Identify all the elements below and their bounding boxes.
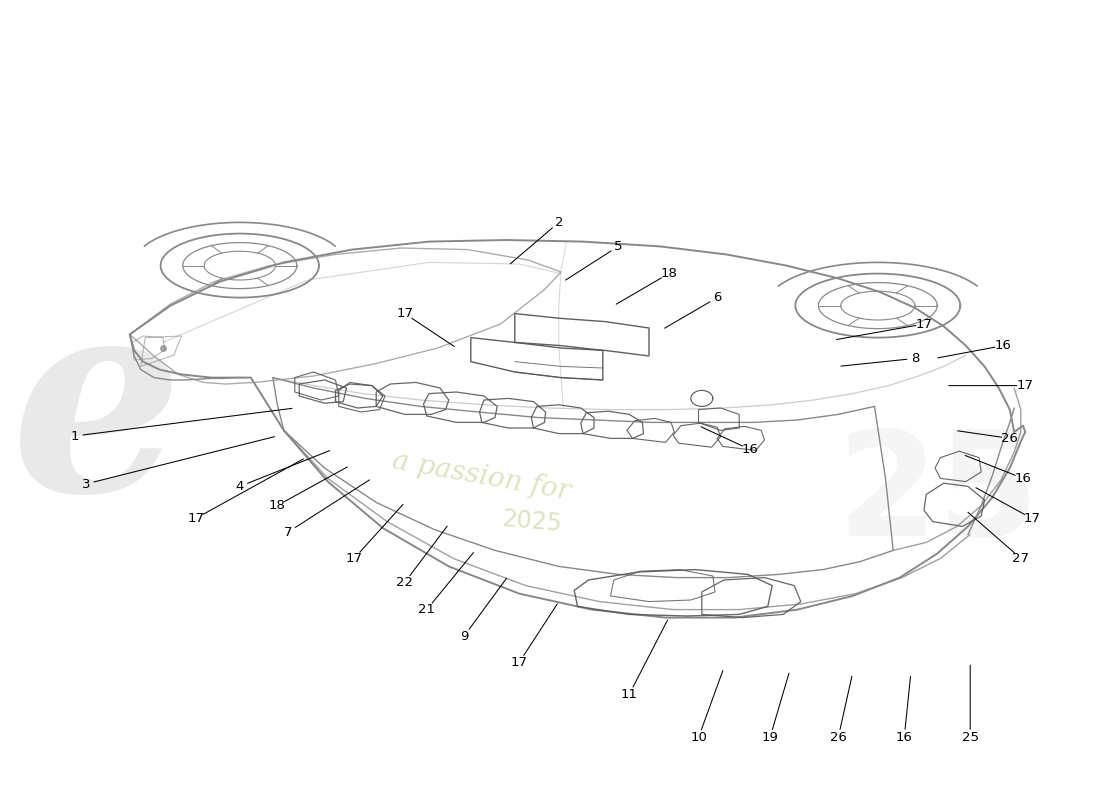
Text: 19: 19 [761, 731, 779, 744]
Text: 17: 17 [1016, 379, 1034, 392]
Text: 11: 11 [620, 688, 638, 701]
Text: 17: 17 [345, 552, 363, 565]
Text: 22: 22 [396, 576, 414, 589]
Text: 5: 5 [614, 240, 623, 253]
Text: a passion for: a passion for [390, 447, 573, 505]
Text: 7: 7 [284, 526, 293, 538]
Text: 18: 18 [268, 499, 286, 512]
Text: 26: 26 [1001, 432, 1019, 445]
Text: 6: 6 [713, 291, 722, 304]
Text: 25: 25 [836, 426, 1038, 566]
Text: 8: 8 [911, 352, 920, 365]
Text: 3: 3 [81, 478, 90, 490]
Text: 9: 9 [460, 630, 469, 642]
Text: 1: 1 [70, 430, 79, 442]
Text: 25: 25 [961, 731, 979, 744]
Text: 16: 16 [741, 443, 759, 456]
Text: e: e [11, 284, 184, 548]
Text: 21: 21 [418, 603, 436, 616]
Text: 2025: 2025 [500, 507, 562, 536]
Text: 27: 27 [1012, 552, 1030, 565]
Text: 2: 2 [554, 216, 563, 229]
Text: 26: 26 [829, 731, 847, 744]
Text: 17: 17 [915, 318, 933, 330]
Text: 16: 16 [895, 731, 913, 744]
Text: 18: 18 [660, 267, 678, 280]
Text: 17: 17 [510, 656, 528, 669]
Text: 16: 16 [994, 339, 1012, 352]
Text: 4: 4 [235, 480, 244, 493]
Text: 17: 17 [396, 307, 414, 320]
Text: 10: 10 [690, 731, 707, 744]
Text: 17: 17 [187, 512, 205, 525]
Text: 16: 16 [1014, 472, 1032, 485]
Text: 17: 17 [1023, 512, 1041, 525]
